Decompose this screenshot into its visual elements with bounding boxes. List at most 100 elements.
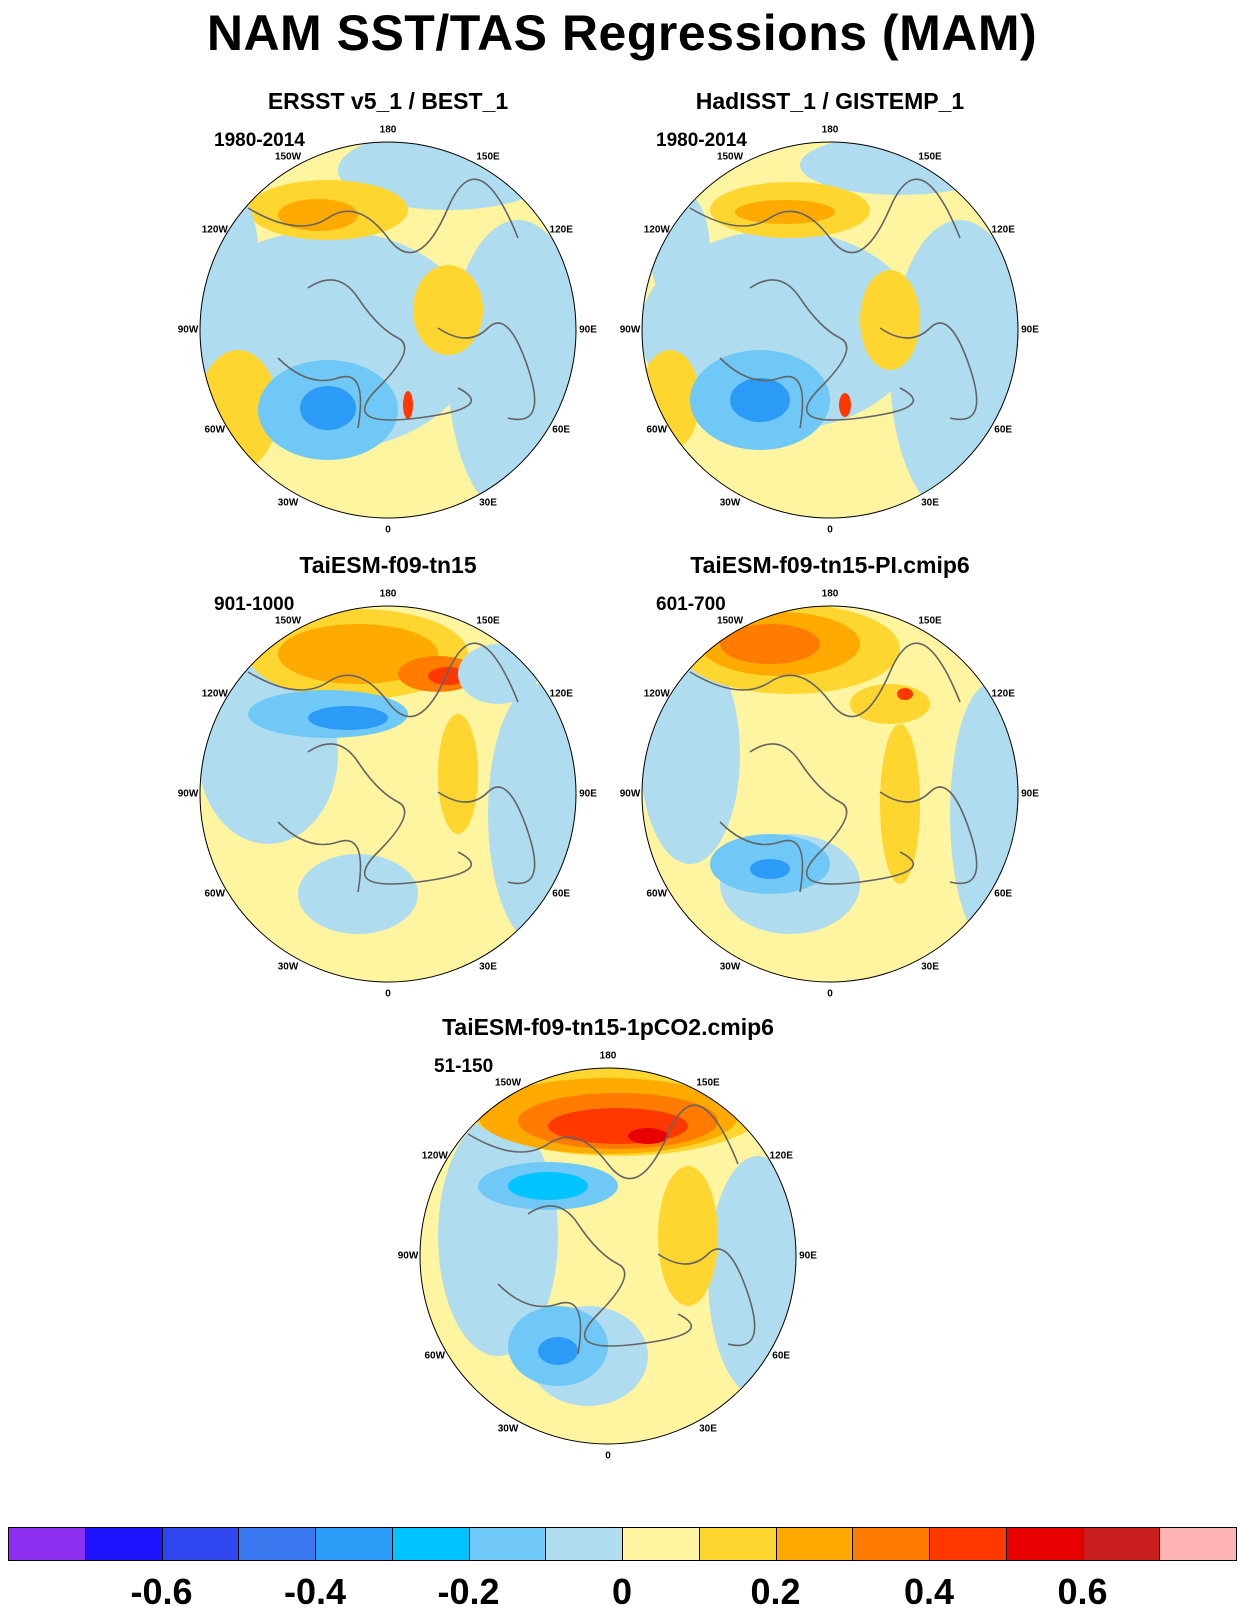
colorbar-swatch bbox=[698, 1527, 777, 1561]
colorbar-tick-label: 0 bbox=[611, 1571, 633, 1612]
longitude-label: 180 bbox=[379, 588, 397, 600]
anomaly-contour bbox=[438, 714, 478, 834]
longitude-label: 120E bbox=[549, 688, 573, 700]
map-border bbox=[419, 1067, 797, 1445]
map-border bbox=[641, 141, 1019, 519]
anomaly-contour bbox=[403, 391, 413, 419]
longitude-label: 120W bbox=[201, 688, 228, 700]
longitude-label: 60E bbox=[552, 888, 571, 900]
map-panel-3: TaiESM-f09-tn15 901-1000 180 150E 120E 90E 6… bbox=[178, 552, 748, 1012]
longitude-label: 0 bbox=[827, 988, 833, 1000]
coastline bbox=[689, 178, 978, 429]
anomaly-contour bbox=[458, 644, 538, 704]
anomaly-contour bbox=[650, 190, 710, 310]
panel-period: 1980-2014 bbox=[656, 130, 747, 151]
anomaly-contour bbox=[880, 724, 920, 884]
longitude-label: 150W bbox=[716, 615, 744, 627]
longitude-label: 60E bbox=[994, 888, 1013, 900]
longitude-label: 180 bbox=[599, 1050, 617, 1062]
map-border bbox=[199, 605, 577, 983]
colorbar-swatch bbox=[622, 1527, 700, 1561]
colorbar-swatch bbox=[852, 1527, 930, 1561]
map-panel-5: TaiESM-f09-tn15-1pCO2.cmip6 51-150 180 15… bbox=[398, 1014, 968, 1474]
panel-title: TaiESM-f09-tn15-1pCO2.cmip6 bbox=[442, 1014, 774, 1040]
figure-title: NAM SST/TAS Regressions (MAM) bbox=[206, 5, 1038, 61]
colorbar-swatch bbox=[8, 1527, 86, 1561]
anomaly-contour bbox=[850, 684, 930, 724]
polar-map bbox=[641, 605, 1019, 983]
anomaly-contour bbox=[508, 1172, 588, 1200]
longitude-label: 180 bbox=[821, 588, 839, 600]
panel-title: HadISST_1 / GISTEMP_1 bbox=[695, 88, 965, 114]
anomaly-contour bbox=[890, 220, 1018, 518]
longitude-label: 0 bbox=[385, 988, 391, 1000]
anomaly-contour bbox=[548, 1108, 688, 1144]
longitude-label: 90W bbox=[397, 1250, 419, 1262]
longitude-label: 30W bbox=[277, 497, 299, 509]
longitude-label: 90W bbox=[177, 324, 199, 336]
longitude-label: 150W bbox=[494, 1077, 522, 1089]
longitude-label: 150E bbox=[476, 615, 500, 627]
longitude-label: 150E bbox=[918, 615, 942, 627]
colorbar-tick-label: 0.6 bbox=[1057, 1571, 1108, 1612]
panel-title: ERSST v5_1 / BEST_1 bbox=[267, 88, 509, 114]
longitude-label: 120E bbox=[991, 688, 1015, 700]
polar-map bbox=[199, 141, 577, 519]
anomaly-contour bbox=[448, 220, 576, 518]
longitude-label: 120E bbox=[549, 224, 573, 236]
colorbar-swatch bbox=[545, 1527, 623, 1561]
colorbar-swatch bbox=[1082, 1527, 1161, 1561]
longitude-label: 60W bbox=[204, 888, 226, 900]
coastline bbox=[247, 178, 536, 429]
longitude-label: 180 bbox=[821, 124, 839, 136]
anomaly-contour bbox=[750, 859, 790, 879]
anomaly-contour bbox=[720, 624, 820, 664]
longitude-label: 120W bbox=[201, 224, 228, 236]
colorbar-swatch bbox=[84, 1527, 163, 1561]
colorbar-tick-label: -0.4 bbox=[283, 1571, 347, 1612]
anomaly-contour bbox=[538, 1337, 578, 1365]
panel-period: 51-150 bbox=[434, 1056, 494, 1077]
panel-title: TaiESM-f09-tn15-PI.cmip6 bbox=[690, 552, 970, 578]
anomaly-contour bbox=[708, 1156, 796, 1396]
longitude-label: 120E bbox=[769, 1150, 793, 1162]
anomaly-contour bbox=[300, 386, 356, 430]
longitude-label: 30W bbox=[719, 497, 741, 509]
anomaly-contour bbox=[730, 378, 790, 422]
panel-period: 901-1000 bbox=[214, 594, 295, 615]
longitude-label: 30W bbox=[277, 961, 299, 973]
colorbar-swatch bbox=[238, 1527, 316, 1561]
longitude-label: 60E bbox=[994, 424, 1013, 436]
longitude-label: 60E bbox=[552, 424, 571, 436]
longitude-label: 0 bbox=[385, 524, 391, 536]
longitude-label: 150W bbox=[274, 615, 302, 627]
longitude-label: 150E bbox=[476, 151, 500, 163]
colorbar-swatch bbox=[929, 1527, 1007, 1561]
colorbar-tick-label: -0.6 bbox=[130, 1571, 193, 1612]
colorbar-swatch bbox=[1159, 1527, 1237, 1561]
colorbar-swatch bbox=[775, 1527, 854, 1561]
anomaly-contour bbox=[428, 667, 468, 685]
longitude-label: 60W bbox=[424, 1350, 446, 1362]
longitude-label: 30E bbox=[699, 1423, 717, 1435]
anomaly-contour bbox=[658, 1166, 718, 1306]
longitude-label: 90W bbox=[619, 324, 641, 336]
coastline bbox=[467, 1104, 756, 1355]
longitude-label: 30W bbox=[497, 1423, 519, 1435]
panel-period: 601-700 bbox=[656, 594, 726, 615]
longitude-label: 30E bbox=[479, 497, 497, 509]
anomaly-contour bbox=[308, 706, 388, 730]
longitude-label: 60W bbox=[204, 424, 226, 436]
map-border bbox=[641, 605, 1019, 983]
longitude-label: 60E bbox=[772, 1350, 791, 1362]
anomaly-contour bbox=[488, 684, 576, 944]
map-border bbox=[199, 141, 577, 519]
map-panel-1: ERSST v5_1 / BEST_1 1980-2014 180 150E 120… bbox=[178, 88, 748, 548]
polar-map bbox=[641, 141, 1019, 519]
longitude-label: 150W bbox=[274, 151, 302, 163]
colorbar-tick-label: -0.2 bbox=[437, 1571, 500, 1612]
longitude-label: 60W bbox=[646, 888, 668, 900]
longitude-label: 30E bbox=[921, 961, 939, 973]
panel-period: 1980-2014 bbox=[214, 130, 305, 151]
longitude-label: 30W bbox=[719, 961, 741, 973]
